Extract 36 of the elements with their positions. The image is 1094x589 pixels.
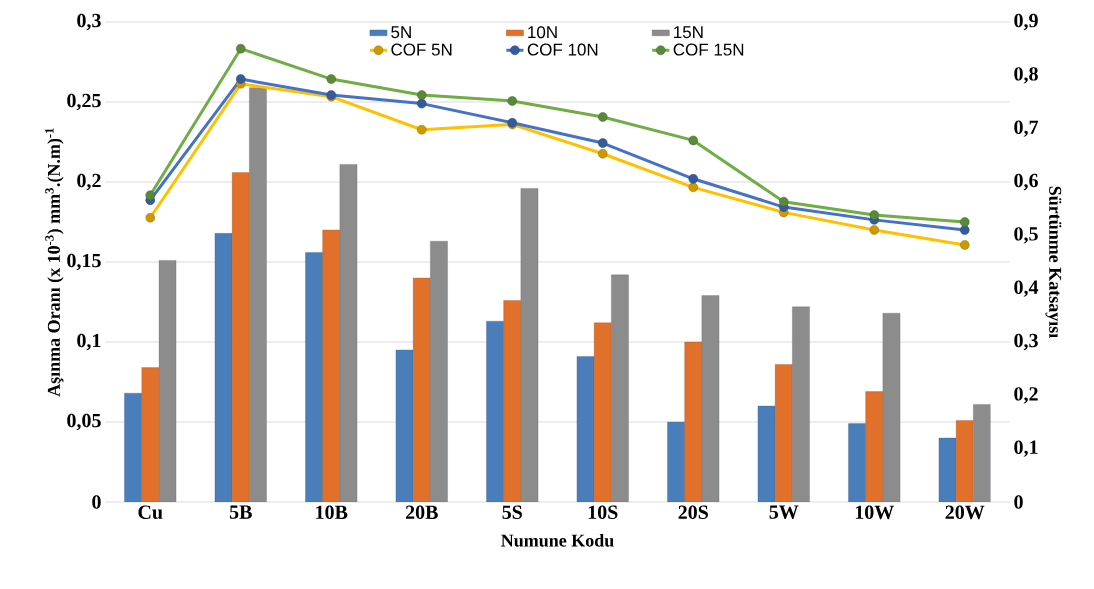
y2-tick-label: 0,9 [1014,13,1038,31]
y-tick-label: 0,3 [77,13,101,31]
y-tick-label: 0 [92,495,101,509]
x-axis-title: Numune Kodu [501,533,614,547]
legend-label: 15N [674,26,703,39]
x-tick-label: 5W [769,505,799,519]
y2-axis-title: Sürtünme Katsayısı [1045,186,1062,338]
y-tick-label: 0,25 [67,93,101,111]
x-tick-label: 20B [405,505,438,520]
x-tick-label: 20W [945,505,985,520]
x-tick-label: 10S [588,505,618,520]
legend-label: COF 15N [673,43,744,56]
x-tick-label: 5B [229,505,252,519]
y2-tick-label: 0,7 [1014,120,1039,137]
y2-tick-label: 0,3 [1014,333,1038,351]
y-tick-label: 0,15 [67,253,101,271]
x-tick-label: Cu [138,505,163,520]
y2-tick-label: 0,8 [1014,67,1038,84]
x-tick-label: 5S [502,505,522,519]
y2-tick-label: 0,1 [1014,440,1038,457]
x-tick-label: 10W [855,505,894,520]
y-tick-label: 0,1 [77,333,101,351]
y2-tick-label: 0 [1014,495,1023,509]
y-tick-label: 0,2 [77,173,101,191]
legend-label: 5N [391,26,411,39]
x-tick-label: 20S [678,505,708,520]
y2-tick-label: 0,2 [1014,387,1038,404]
y2-tick-label: 0,5 [1014,227,1038,244]
y2-tick-label: 0,6 [1014,173,1038,191]
y2-tick-label: 0,4 [1014,280,1039,297]
x-tick-label: 10B [316,505,348,520]
legend-label: COF 10N [527,43,598,56]
y-axis-title: Aşınma Oranı (x 10$^{-3}$) mm$^{3}$.(N.m)$^{-1}$ [45,128,64,397]
legend-label: 10N [528,26,557,39]
legend-label: COF 5N [391,43,452,56]
y-tick-label: 0,05 [67,413,101,431]
